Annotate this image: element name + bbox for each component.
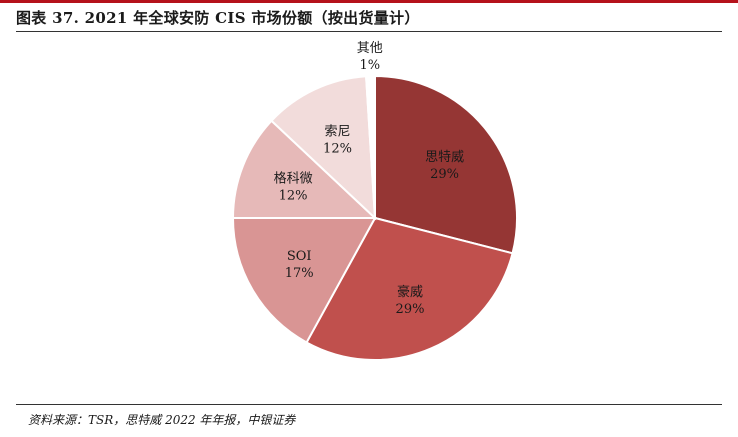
slice-label-2: SOI [287, 249, 312, 264]
figure-title: 图表 37. 2021 年全球安防 CIS 市场份额（按出货量计） [16, 9, 420, 27]
top-accent-rule [0, 0, 738, 3]
pie-slice-5 [365, 74, 376, 219]
title-divider [16, 31, 722, 32]
pie-slice-4 [270, 75, 377, 221]
slice-value-label-3: 12% [279, 189, 308, 204]
slice-value-label-4: 12% [323, 141, 352, 156]
pie-slice-3 [231, 119, 378, 219]
pie-slice-2 [231, 217, 377, 344]
slice-value-label-2: 17% [285, 266, 314, 281]
footer-divider [16, 404, 722, 405]
slice-value-label-1: 29% [396, 302, 425, 317]
slice-label-3: 格科微 [274, 171, 313, 187]
slice-value-label-0: 29% [430, 167, 459, 182]
pie-chart-area: 思特威 29% 豪威 29% SOI 17% 格科微 12% 索尼 12% 其他 1% [0, 32, 738, 402]
pie-slice-1 [305, 216, 514, 361]
slice-value-label-5: 1% [359, 58, 380, 73]
pie-slice-0 [374, 74, 518, 255]
pie-chart: 思特威 29% 豪威 29% SOI 17% 格科微 12% 索尼 12% 其他 1% [231, 41, 518, 361]
slice-label-4: 索尼 [324, 124, 350, 139]
slice-label-1: 豪威 [397, 284, 423, 300]
slice-label-5: 其他 [357, 41, 383, 56]
slice-label-0: 思特威 [425, 150, 464, 165]
source-note: 资料来源：TSR，思特威 2022 年年报，中银证券 [28, 413, 296, 427]
